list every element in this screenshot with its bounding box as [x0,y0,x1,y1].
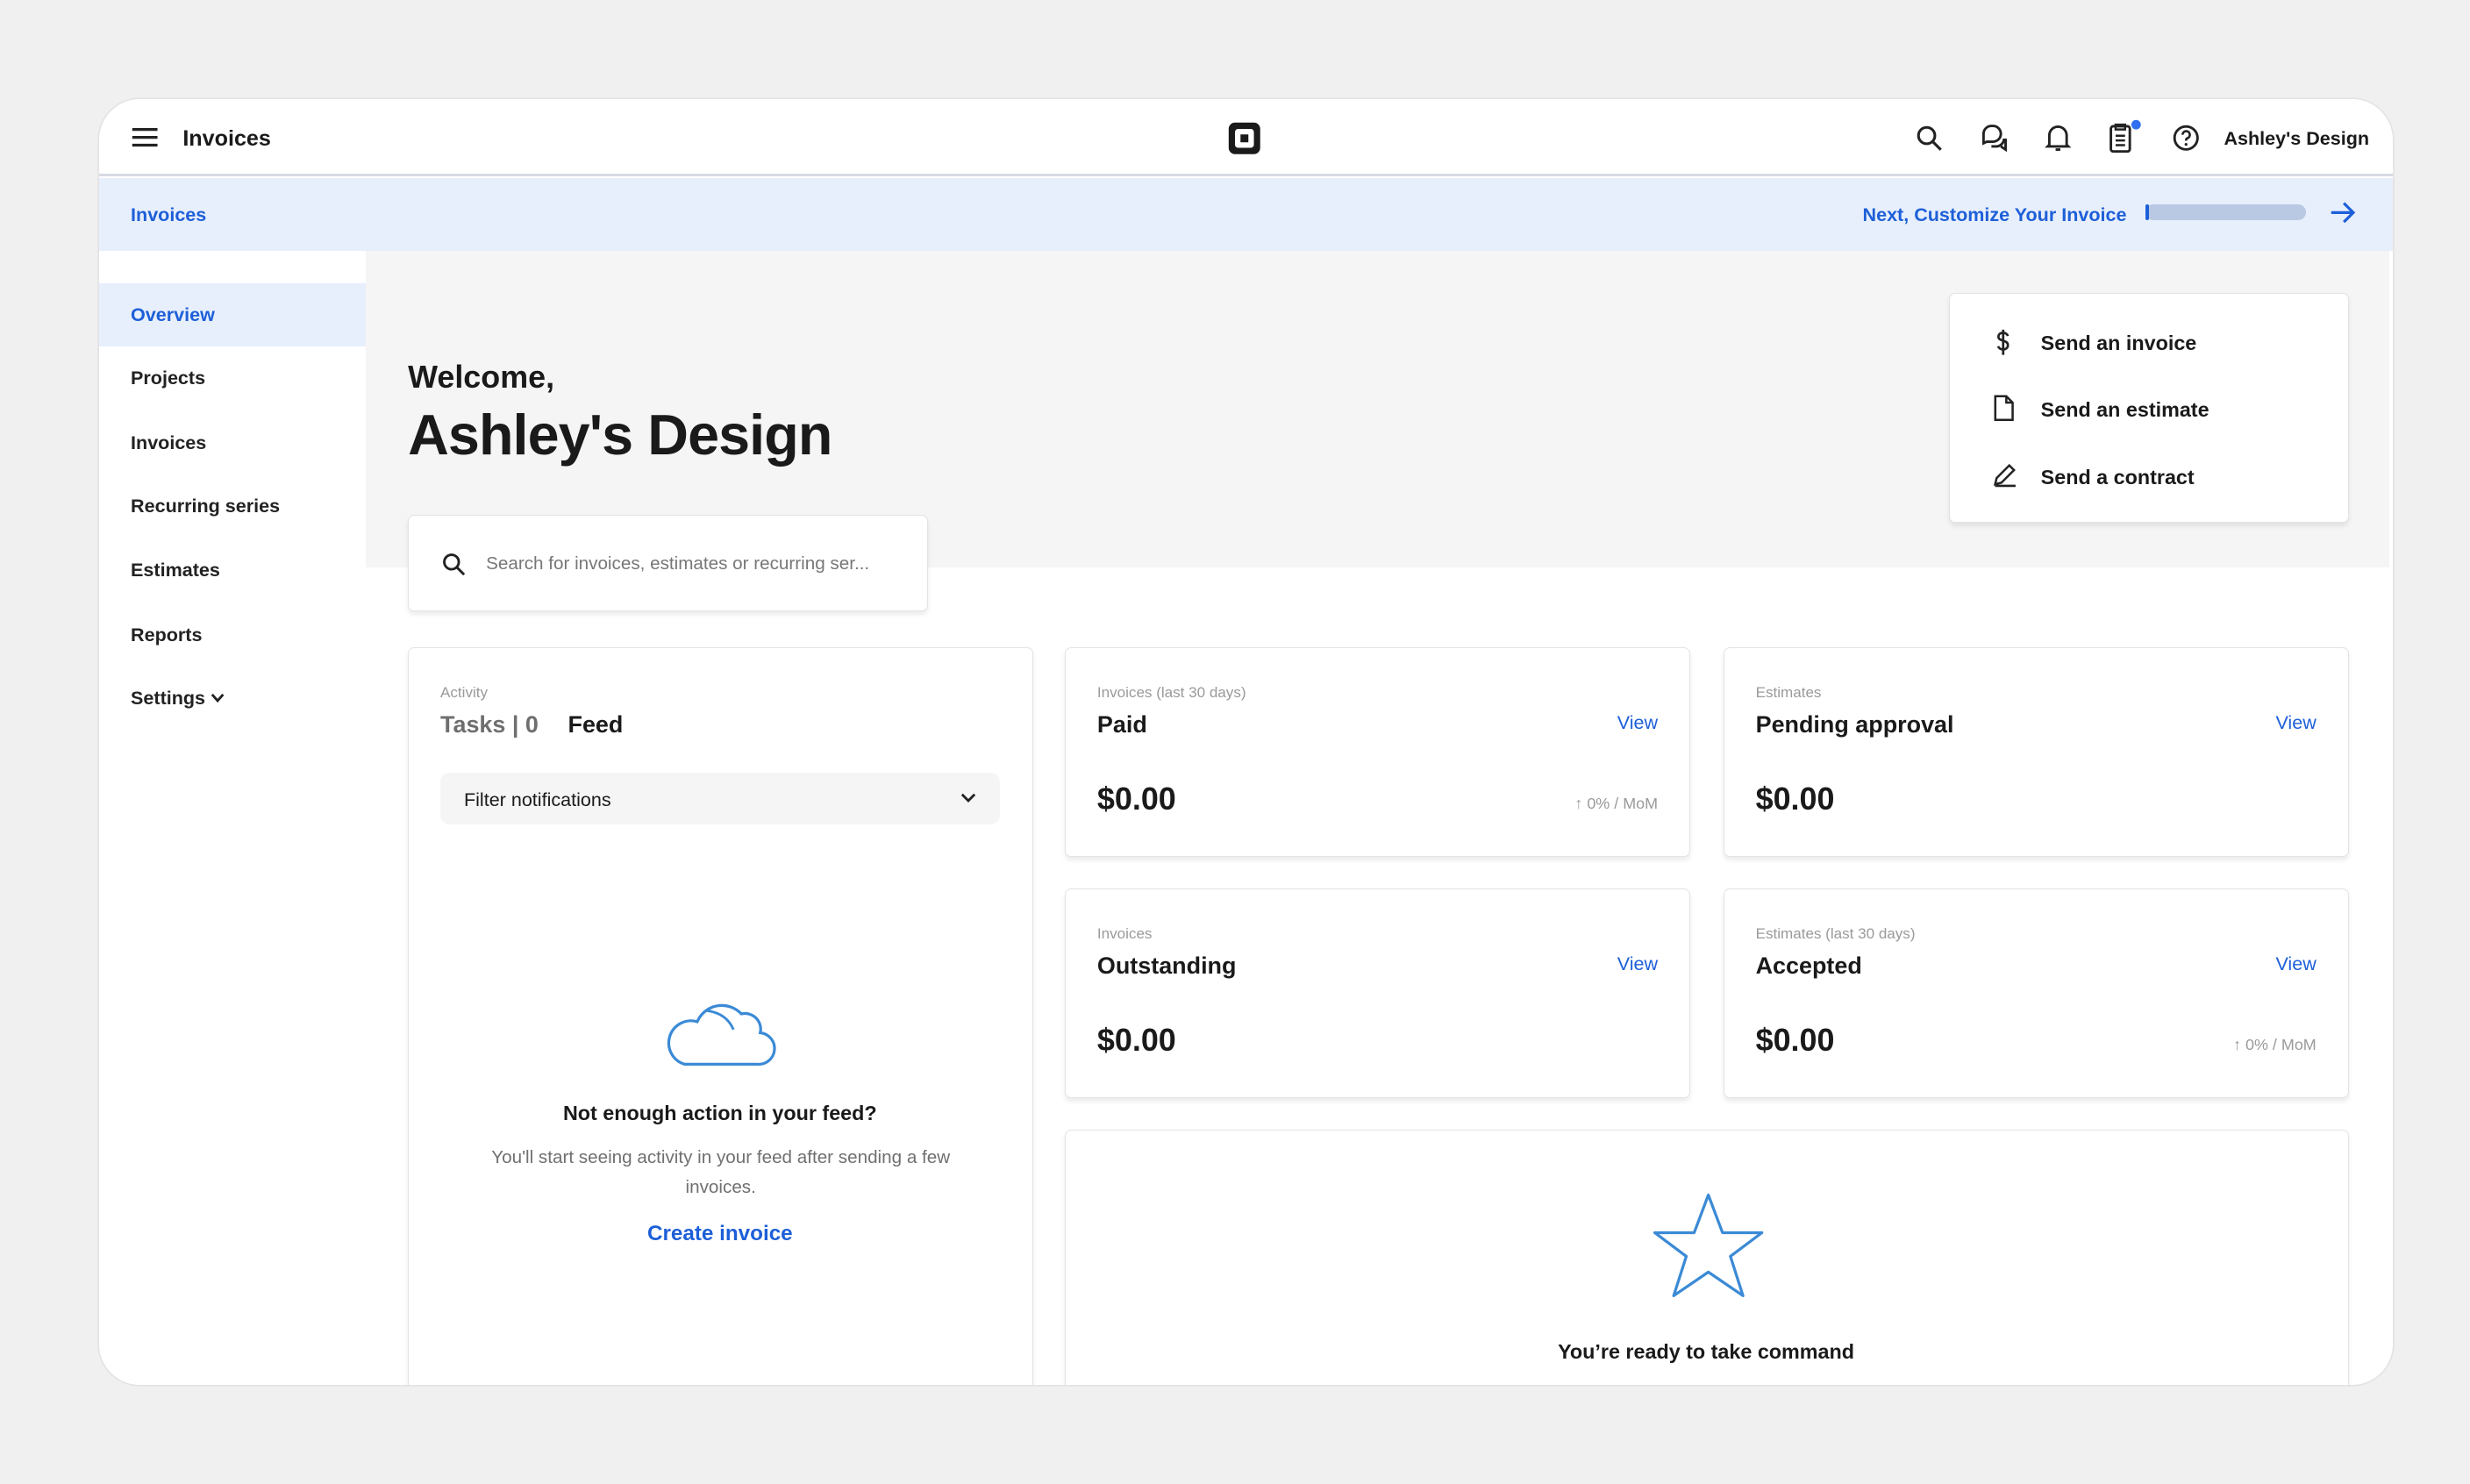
empty-feed-title: Not enough action in your feed? [562,1102,877,1125]
stat-label: Estimates [1755,684,1822,702]
stat-card-paid: Invoices (last 30 days) Paid View $0.00 … [1065,647,1690,857]
search-icon[interactable] [1916,125,1943,152]
view-link[interactable]: View [2275,952,2317,974]
activity-card: Activity Tasks | 0 Feed Filter notificat… [408,647,1034,1385]
star-icon [1653,1193,1764,1297]
sidebar-item-reports[interactable]: Reports [131,623,203,646]
account-name[interactable]: Ashley's Design [2224,127,2370,150]
empty-feed-text: You'll start seeing activity in your fee… [491,1147,951,1198]
sidebar-item-recurring-series[interactable]: Recurring series [131,494,281,517]
chevron-down-icon [211,693,225,703]
send-invoice-action[interactable]: Send an invoice [1950,319,2347,367]
settings-label: Settings [131,686,206,709]
tab-feed[interactable]: Feed [568,710,624,738]
stat-title: Pending approval [1755,710,1954,738]
send-estimate-label: Send an estimate [2040,397,2209,421]
arrow-right-icon[interactable] [2330,200,2357,225]
app-title: Invoices [182,125,271,151]
tab-tasks[interactable]: Tasks | 0 [440,710,539,738]
help-icon[interactable] [2173,125,2200,152]
stat-amount: $0.00 [1755,780,1835,817]
stat-label: Estimates (last 30 days) [1755,925,1916,943]
stat-amount: $0.00 [1096,780,1176,817]
command-card: You’re ready to take command [1065,1129,2349,1385]
onboarding-banner: Invoices Next, Customize Your Invoice [99,177,2393,251]
view-link[interactable]: View [2275,710,2317,733]
hamburger-menu-icon[interactable] [131,126,159,148]
app-window: Invoices Ashley's Design Invoices Next, … [99,99,2393,1385]
stat-title: Outstanding [1096,952,1237,979]
send-estimate-action[interactable]: Send an estimate [1950,385,2347,432]
stat-card-accepted: Estimates (last 30 days) Accepted View $… [1723,888,2349,1098]
sidebar: Overview Projects Invoices Recurring ser… [99,250,366,1385]
stat-title: Paid [1096,710,1147,738]
search-placeholder: Search for invoices, estimates or recurr… [486,553,870,574]
welcome-greeting: Welcome, [408,359,555,396]
sidebar-item-settings[interactable]: Settings [99,667,366,730]
progress-fill [2145,204,2149,221]
clipboard-icon[interactable] [2108,118,2143,154]
quick-actions-menu: Send an invoice Send an estimate Send a … [1948,293,2349,524]
next-step-link[interactable]: Next, Customize Your Invoice [1862,203,2127,225]
command-title: You’re ready to take command [1558,1339,1855,1363]
top-header: Invoices Ashley's Design [99,99,2393,177]
dollar-icon [1996,329,2010,355]
mom-change: 0% / MoM [2245,1035,2317,1053]
sidebar-item-estimates[interactable]: Estimates [131,559,220,581]
onboarding-progress-bar [2145,204,2307,221]
search-icon [442,553,465,575]
stat-amount: $0.00 [1096,1021,1176,1058]
stat-title: Accepted [1755,952,1862,979]
send-contract-action[interactable]: Send a contract [1950,453,2347,500]
stat-card-outstanding: Invoices Outstanding View $0.00 [1065,888,1690,1098]
view-link[interactable]: View [1617,710,1659,733]
square-logo-icon[interactable] [1227,121,1262,156]
sidebar-item-overview[interactable]: Overview [99,283,366,347]
arrow-up-icon: ↑ [2233,1035,2242,1053]
sidebar-item-projects[interactable]: Projects [131,367,206,389]
filter-notifications-select[interactable]: Filter notifications [440,772,1000,825]
send-contract-label: Send a contract [2040,465,2195,489]
cloud-icon [667,1003,776,1066]
messages-icon[interactable] [1979,123,2009,153]
send-invoice-label: Send an invoice [2040,332,2197,355]
search-input[interactable]: Search for invoices, estimates or recurr… [408,515,928,611]
activity-label: Activity [440,684,489,702]
filter-label: Filter notifications [463,788,611,810]
mom-change: 0% / MoM [1587,795,1659,813]
create-invoice-link[interactable]: Create invoice [646,1221,793,1245]
welcome-name: Ashley's Design [408,402,832,467]
pen-icon [1993,463,2016,488]
stat-card-pending-approval: Estimates Pending approval View $0.00 [1723,647,2349,857]
breadcrumb[interactable]: Invoices [131,203,207,225]
chevron-down-icon [960,794,975,803]
bell-icon[interactable] [2045,123,2072,153]
stat-label: Invoices [1096,925,1153,943]
sidebar-item-invoices[interactable]: Invoices [131,431,207,453]
stat-label: Invoices (last 30 days) [1096,684,1246,702]
stat-amount: $0.00 [1755,1021,1835,1058]
view-link[interactable]: View [1617,952,1659,974]
document-icon [1994,395,2014,421]
arrow-up-icon: ↑ [1574,795,1583,813]
